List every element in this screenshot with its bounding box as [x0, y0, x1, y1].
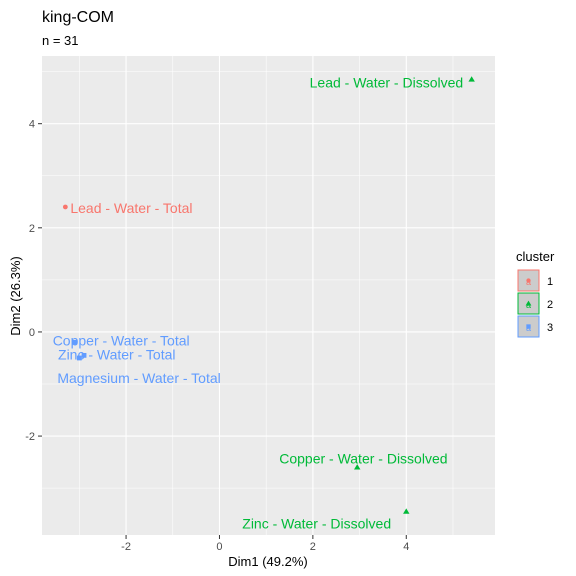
legend-key-marker	[526, 324, 531, 329]
data-point	[76, 355, 82, 361]
legend-label: 2	[547, 299, 553, 311]
legend-title: cluster	[516, 249, 555, 264]
point-label: Copper - Water - Total	[53, 332, 190, 348]
point-label: Copper - Water - Dissolved	[279, 450, 447, 466]
data-point	[403, 508, 410, 514]
y-tick-label: 4	[29, 119, 35, 131]
data-point	[72, 339, 78, 345]
data-point	[62, 204, 68, 210]
legend: cluster a1a2a3	[516, 249, 555, 338]
legend-label: 3	[547, 322, 553, 334]
chart-subtitle: n = 31	[42, 33, 79, 48]
legend-key-marker	[526, 278, 531, 283]
data-point	[81, 352, 87, 358]
legend-label: 1	[547, 276, 553, 288]
y-tick-label: 0	[29, 327, 35, 339]
grid-lines	[42, 56, 495, 535]
point-label: Zinc - Water - Dissolved	[242, 516, 391, 532]
y-axis-title: Dim2 (26.3%)	[8, 256, 23, 335]
data-point	[354, 464, 361, 470]
x-axis-title: Dim1 (49.2%)	[228, 554, 307, 569]
x-tick-label: -2	[121, 541, 131, 553]
x-tick-label: 0	[216, 541, 222, 553]
point-label: Magnesium - Water - Total	[57, 370, 220, 386]
plot-panel	[42, 56, 495, 535]
data-point	[468, 76, 475, 82]
axes: -2 0 2 4 -2 0 2 4	[25, 119, 409, 553]
point-label: Zinc - Water - Total	[58, 346, 175, 362]
data-points	[62, 76, 475, 514]
chart-title: king-COM	[42, 9, 114, 26]
y-tick-label: 2	[29, 223, 35, 235]
x-tick-label: 2	[310, 541, 316, 553]
y-tick-label: -2	[25, 431, 35, 443]
x-tick-label: 4	[403, 541, 409, 553]
point-label: Lead - Water - Total	[70, 200, 192, 216]
point-label: Lead - Water - Dissolved	[310, 74, 464, 90]
legend-key-marker	[525, 300, 532, 306]
point-labels: Lead - Water - Dissolved Lead - Water - T…	[53, 74, 464, 531]
